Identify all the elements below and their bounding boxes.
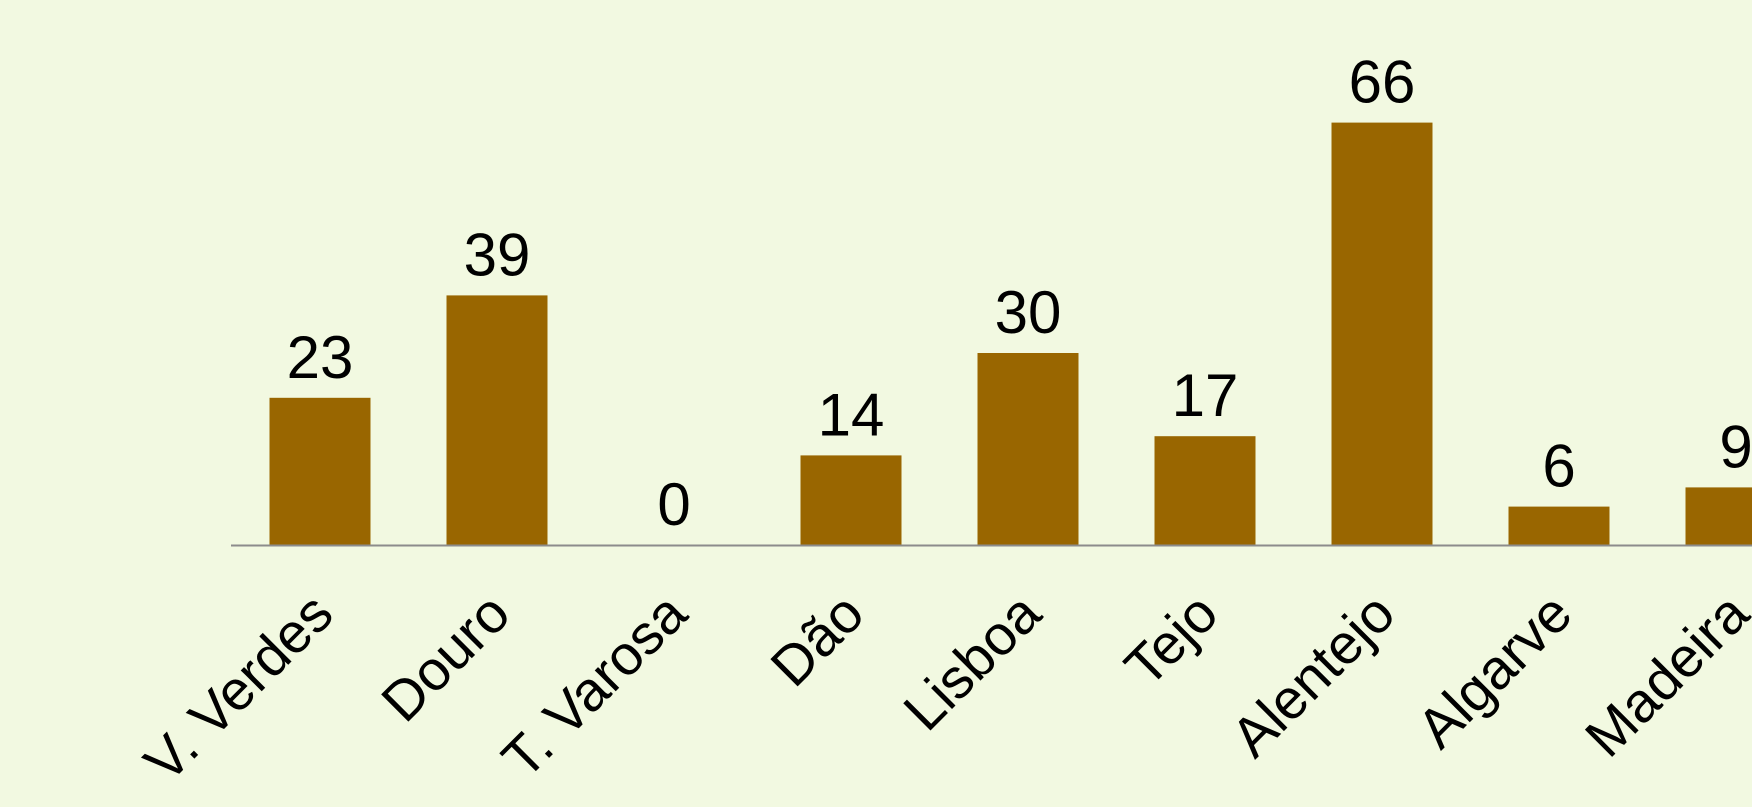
value-label-lisboa: 30: [995, 279, 1062, 346]
bar-v-verdes: [270, 398, 371, 545]
value-label-madeira: 9: [1719, 413, 1752, 480]
value-label-v-verdes: 23: [287, 324, 354, 391]
value-label-dao: 14: [818, 381, 885, 448]
value-label-douro: 39: [464, 221, 531, 288]
value-label-algarve: 6: [1542, 433, 1575, 500]
bar-alentejo: [1332, 123, 1433, 545]
bar-madeira: [1686, 487, 1752, 545]
value-label-t-varosa: 0: [657, 471, 690, 538]
bar-douro: [447, 295, 548, 545]
value-label-tejo: 17: [1172, 362, 1239, 429]
bar-lisboa: [978, 353, 1079, 545]
value-label-alentejo: 66: [1349, 49, 1416, 116]
bar-tejo: [1155, 436, 1256, 545]
bar-algarve: [1509, 507, 1610, 545]
bar-dao: [801, 455, 902, 545]
